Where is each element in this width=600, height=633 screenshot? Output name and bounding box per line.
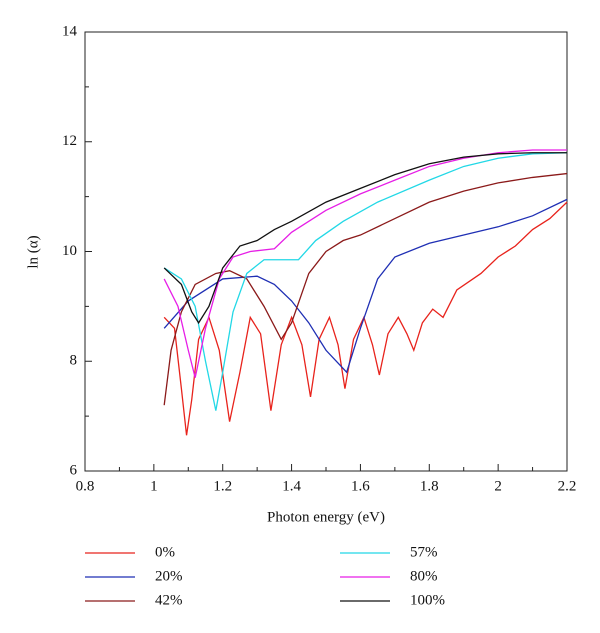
y-tick-label: 12 [62, 133, 77, 149]
x-tick-label: 1 [150, 478, 158, 494]
x-tick-label: 2 [494, 478, 502, 494]
y-tick-label: 10 [62, 243, 77, 259]
x-axis-label: Photon energy (eV) [267, 509, 385, 525]
series-line [163, 198, 568, 374]
series-line [163, 172, 568, 406]
series-line [163, 152, 568, 411]
legend-label: 42% [155, 592, 183, 608]
x-tick-label: 1.6 [351, 478, 370, 494]
x-tick-label: 1.2 [213, 478, 232, 494]
series-line [163, 152, 567, 325]
x-tick-label: 0.8 [76, 478, 95, 494]
y-tick-label: 6 [70, 462, 78, 478]
legend-label: 100% [410, 592, 445, 608]
legend-label: 20% [155, 568, 183, 584]
y-axis-label: ln (α) [25, 235, 41, 268]
y-tick-label: 14 [62, 23, 78, 39]
x-tick-label: 2.2 [558, 478, 577, 494]
y-tick-label: 8 [70, 353, 78, 369]
x-tick-label: 1.4 [282, 478, 301, 494]
series-line [163, 149, 567, 378]
series-line [163, 201, 568, 436]
legend-label: 57% [410, 544, 438, 560]
x-tick-label: 1.8 [420, 478, 439, 494]
legend-label: 80% [410, 568, 438, 584]
legend-label: 0% [155, 544, 175, 560]
